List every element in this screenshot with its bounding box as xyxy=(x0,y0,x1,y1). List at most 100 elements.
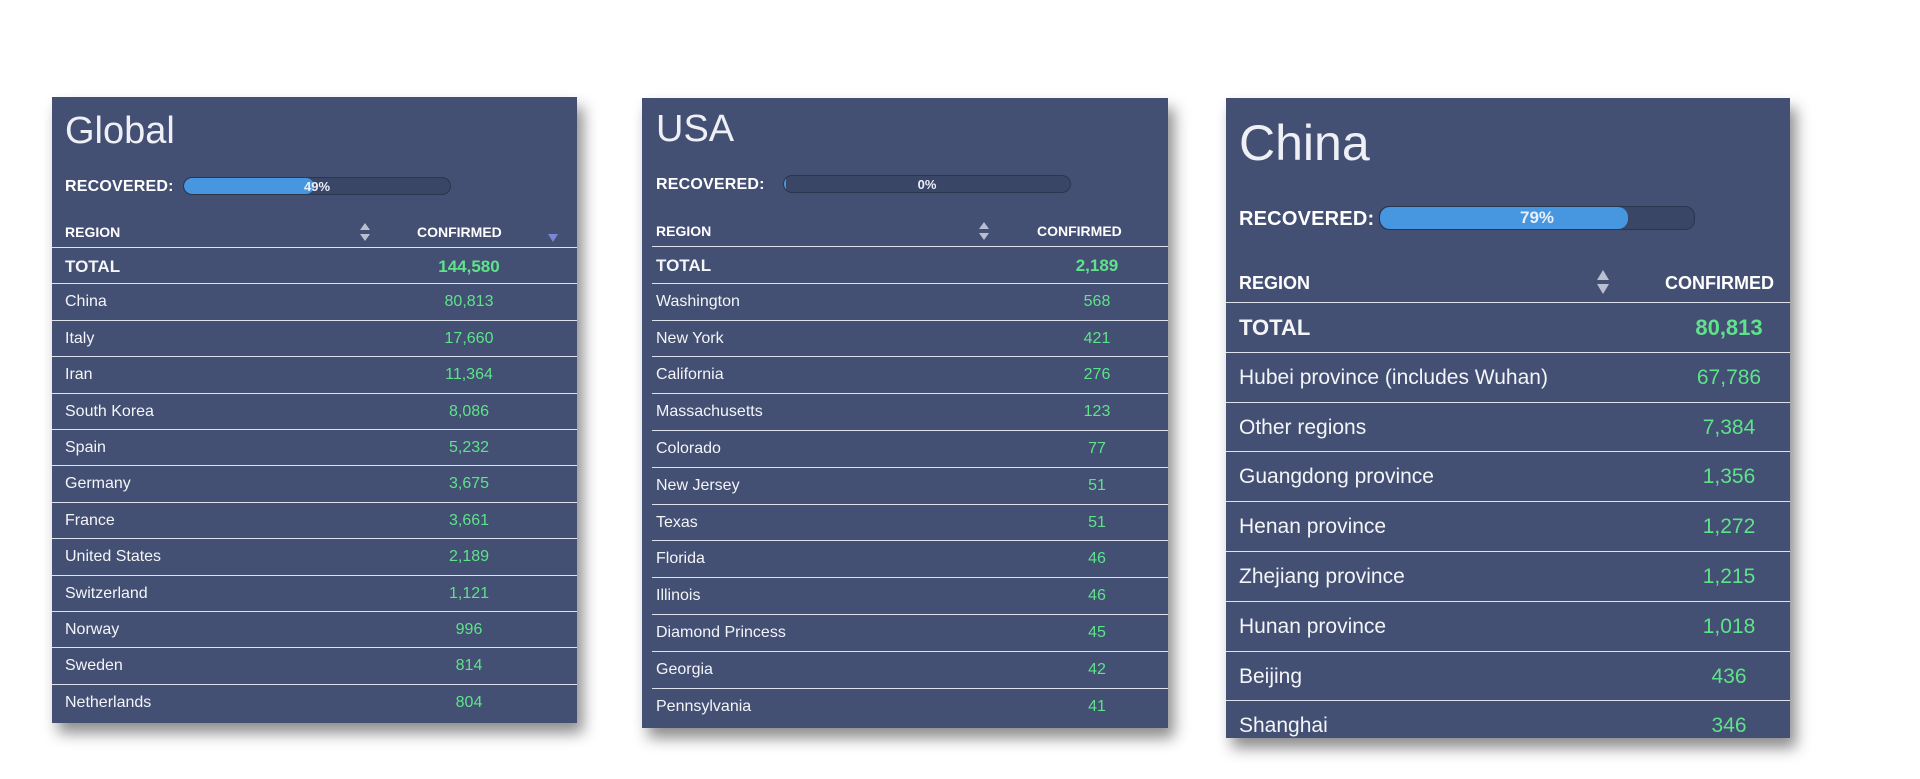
region-name: Georgia xyxy=(656,660,713,678)
table-row[interactable]: Texas 51 xyxy=(652,503,1168,541)
table-row[interactable]: Hubei province (includes Wuhan) 67,786 xyxy=(1226,351,1790,402)
column-header-confirmed[interactable]: CONFIRMED xyxy=(417,224,502,240)
region-name: Beijing xyxy=(1239,664,1303,688)
confirmed-value: 3,661 xyxy=(448,511,490,529)
table-row[interactable]: Iran 11,364 xyxy=(52,356,577,392)
confirmed-value: 3,675 xyxy=(448,475,490,493)
region-name: Texas xyxy=(656,513,698,531)
table-row[interactable]: Beijing 436 xyxy=(1226,650,1790,701)
table-row[interactable]: Guangdong province 1,356 xyxy=(1226,451,1790,501)
region-name: China xyxy=(65,293,107,311)
region-name: Italy xyxy=(65,329,95,347)
panel-global: Global RECOVERED: 49% REGION CONFIRMED T… xyxy=(52,97,577,723)
confirmed-value: 46 xyxy=(1088,550,1106,568)
column-header-confirmed[interactable]: CONFIRMED xyxy=(1037,223,1122,239)
confirmed-value: 276 xyxy=(1083,366,1111,384)
table-row[interactable]: New York 421 xyxy=(652,319,1168,357)
table-row-total[interactable]: TOTAL 144,580 xyxy=(52,247,577,283)
table-row[interactable]: Zhejiang province 1,215 xyxy=(1226,550,1790,601)
recovered-percent: 0% xyxy=(917,176,937,192)
table-row[interactable]: South Korea 8,086 xyxy=(52,392,577,429)
table-row[interactable]: France 3,661 xyxy=(52,501,577,538)
table-row[interactable]: Georgia 42 xyxy=(652,650,1168,688)
table-row[interactable]: Massachusetts 123 xyxy=(652,393,1168,430)
sort-updown-icon[interactable] xyxy=(1596,269,1610,295)
confirmed-value: 1,356 xyxy=(1702,465,1756,489)
table-row[interactable]: China 80,813 xyxy=(52,283,577,319)
confirmed-value: 996 xyxy=(455,620,483,638)
confirmed-value: 77 xyxy=(1088,439,1106,457)
confirmed-value: 8,086 xyxy=(448,402,490,420)
table-row[interactable]: Shanghai 346 xyxy=(1226,700,1790,738)
confirmed-value: 51 xyxy=(1088,476,1106,494)
region-name: TOTAL xyxy=(656,256,712,275)
table-row[interactable]: Switzerland 1,121 xyxy=(52,574,577,611)
column-header-confirmed[interactable]: CONFIRMED xyxy=(1665,273,1774,293)
region-name: Diamond Princess xyxy=(656,623,786,641)
confirmed-value: 42 xyxy=(1088,660,1106,678)
table-row[interactable]: Sweden 814 xyxy=(52,647,577,683)
confirmed-value: 436 xyxy=(1711,664,1747,688)
recovered-label: RECOVERED: xyxy=(1239,208,1375,230)
table-row[interactable]: Other regions 7,384 xyxy=(1226,401,1790,452)
recovered-label: RECOVERED: xyxy=(656,176,765,193)
column-header-region[interactable]: REGION xyxy=(1239,273,1311,293)
table-row[interactable]: United States 2,189 xyxy=(52,538,577,574)
region-name: Guangdong province xyxy=(1239,465,1434,489)
table-row[interactable]: New Jersey 51 xyxy=(652,466,1168,504)
table-header: REGION CONFIRMED xyxy=(52,219,577,247)
region-name: Netherlands xyxy=(65,693,152,711)
table-row[interactable]: Illinois 46 xyxy=(652,577,1168,614)
table-row[interactable]: Pennsylvania 41 xyxy=(652,687,1168,725)
region-name: United States xyxy=(65,548,162,566)
region-name: California xyxy=(656,366,724,384)
confirmed-value: 1,215 xyxy=(1702,564,1756,588)
panel-title: Global xyxy=(65,110,175,152)
table-row[interactable]: Spain 5,232 xyxy=(52,428,577,465)
table-row[interactable]: Colorado 77 xyxy=(652,429,1168,467)
table-row[interactable]: Hunan province 1,018 xyxy=(1226,600,1790,651)
region-name: New Jersey xyxy=(656,476,740,494)
sort-updown-icon[interactable] xyxy=(359,222,371,242)
table-row[interactable]: Norway 996 xyxy=(52,610,577,647)
recovered-percent: 79% xyxy=(1519,208,1555,227)
confirmed-value: 67,786 xyxy=(1696,365,1762,389)
region-name: Florida xyxy=(656,550,705,568)
table-row[interactable]: Netherlands 804 xyxy=(52,683,577,720)
region-name: Washington xyxy=(656,292,740,310)
table-row[interactable]: Florida 46 xyxy=(652,540,1168,577)
confirmed-value: 17,660 xyxy=(444,329,494,347)
table-body: TOTAL 2,189 Washington 568 New York 421 Califo… xyxy=(652,246,1168,724)
table-row-total[interactable]: TOTAL 2,189 xyxy=(652,246,1168,283)
region-name: Norway xyxy=(65,620,120,638)
table-row[interactable]: Italy 17,660 xyxy=(52,319,577,356)
confirmed-value: 46 xyxy=(1088,587,1106,605)
confirmed-value: 2,189 xyxy=(448,548,490,566)
sort-desc-icon[interactable] xyxy=(547,230,559,246)
column-header-region[interactable]: REGION xyxy=(656,223,712,239)
region-name: France xyxy=(65,511,115,529)
table-row[interactable]: Diamond Princess 45 xyxy=(652,613,1168,651)
region-name: Hubei province (includes Wuhan) xyxy=(1239,365,1548,389)
confirmed-value: 1,121 xyxy=(448,584,490,602)
table-row[interactable]: Henan province 1,272 xyxy=(1226,501,1790,551)
region-name: Massachusetts xyxy=(656,403,763,421)
column-header-region[interactable]: REGION xyxy=(65,224,121,240)
table-row[interactable]: California 276 xyxy=(652,356,1168,393)
region-name: Switzerland xyxy=(65,584,148,602)
table-row-total[interactable]: TOTAL 80,813 xyxy=(1226,302,1790,352)
table-header: REGION CONFIRMED xyxy=(652,218,1168,246)
confirmed-value: 2,189 xyxy=(1075,256,1119,275)
table-row[interactable]: Germany 3,675 xyxy=(52,465,577,501)
recovered-progress-fill xyxy=(184,178,315,194)
confirmed-value: 45 xyxy=(1088,623,1106,641)
confirmed-value: 5,232 xyxy=(448,438,490,456)
recovered-label: RECOVERED: xyxy=(65,178,174,195)
confirmed-value: 80,813 xyxy=(444,293,494,311)
sort-updown-icon[interactable] xyxy=(978,221,990,241)
region-name: Pennsylvania xyxy=(656,697,752,715)
region-name: Sweden xyxy=(65,657,123,675)
confirmed-value: 7,384 xyxy=(1702,415,1756,439)
recovered-progress-bar: 79% xyxy=(1379,206,1695,230)
table-row[interactable]: Washington 568 xyxy=(652,282,1168,320)
